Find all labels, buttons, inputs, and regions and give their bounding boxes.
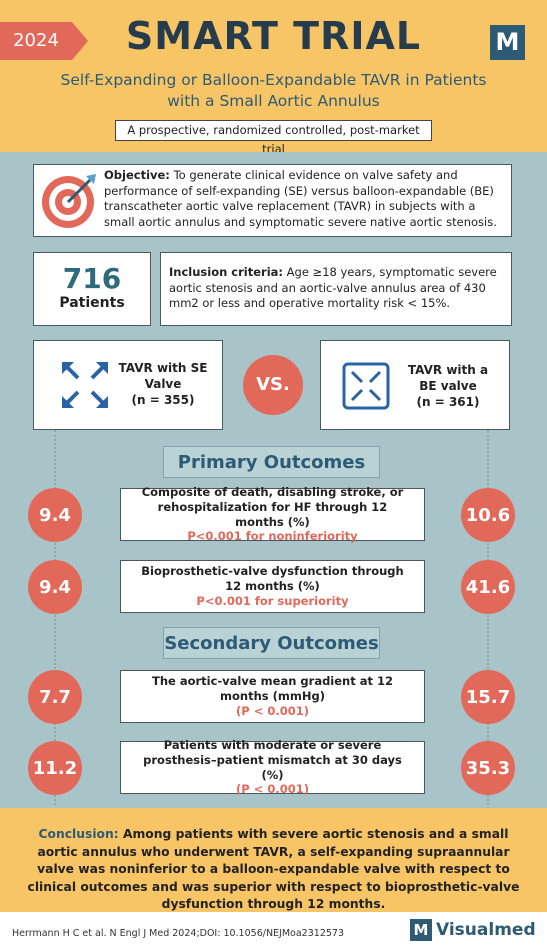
year: 2024 — [13, 30, 59, 51]
arm: TAVR with a BE valve (n = 361) — [398, 362, 498, 410]
objective: Objective: To generate clinical evidence… — [104, 168, 506, 230]
arm-n: (n = 361) — [416, 395, 480, 409]
se-value: 9.4 — [28, 560, 82, 614]
arm-box — [320, 340, 510, 430]
inclusion-label: Inclusion criteria: — [169, 265, 283, 279]
arm-n: (n = 355) — [131, 393, 195, 407]
brand: Visualmed — [436, 920, 536, 940]
outcome-label: Patients with moderate or severe prosthe… — [143, 737, 402, 782]
title: SMART TRIAL — [125, 14, 422, 58]
se-value: 9.4 — [28, 488, 82, 542]
arm-name: TAVR with SE Valve — [118, 361, 208, 391]
conclusion: Conclusion: Among patients with severe a… — [0, 808, 547, 912]
logo: M — [490, 25, 525, 60]
se-value: 11.2 — [28, 741, 82, 795]
p-value: (P < 0.001) — [236, 782, 309, 797]
se-value: 7.7 — [28, 670, 82, 724]
outcome-label: The aortic-valve mean gradient at 12 mon… — [151, 674, 394, 704]
citation: Herrmann H C et al. N Engl J Med 2024;DO… — [12, 928, 344, 939]
conclusion-label: Conclusion: — [38, 827, 119, 841]
conclusion-text: Among patients with severe aortic stenos… — [27, 827, 520, 911]
objective-text: To generate clinical evidence on valve s… — [104, 168, 497, 229]
objective-box — [33, 164, 512, 237]
inclusion: Inclusion criteria: Age ≥18 years, sympt… — [160, 252, 512, 326]
arm: TAVR with SE Valve (n = 355) — [118, 360, 208, 408]
outcome-box: Bioprosthetic-valve dysfunction through … — [120, 560, 425, 613]
be-value: 15.7 — [461, 670, 515, 724]
outcome-box: Patients with moderate or severe prosthe… — [120, 737, 425, 797]
be-value: 10.6 — [461, 488, 515, 542]
arm-name: TAVR with a BE valve — [407, 363, 489, 393]
brand-mark: M — [410, 919, 432, 941]
be-value: 35.3 — [461, 741, 515, 795]
arm-box — [33, 340, 223, 430]
secondary-heading: Secondary Outcomes — [163, 627, 380, 659]
patients-count: 716 — [62, 262, 122, 295]
outcome-box: The aortic-valve mean gradient at 12 mon… — [120, 670, 425, 723]
target-icon — [42, 174, 96, 228]
design: A prospective, randomized controlled, po… — [115, 120, 432, 156]
patients-label: Patients — [59, 295, 125, 311]
expand-icon — [62, 362, 108, 408]
primary-heading: Primary Outcomes — [163, 446, 380, 478]
compress-icon — [342, 362, 390, 410]
p-value: (P < 0.001) — [236, 703, 309, 718]
outcome-label: Composite of death, disabling stroke, or… — [141, 484, 404, 529]
year-tab — [0, 22, 88, 60]
objective-label: Objective: — [104, 168, 170, 182]
timeline — [54, 430, 56, 805]
patients-box: 716 Patients — [33, 252, 151, 326]
vs: VS. — [243, 355, 303, 415]
inclusion-text: Age ≥18 years, symptomatic severe aortic… — [169, 265, 497, 310]
subtitle: Self-Expanding or Balloon-Expandable TAV… — [60, 71, 487, 110]
outcome-box: Composite of death, disabling stroke, or… — [120, 484, 425, 544]
p-value: P<0.001 for superiority — [196, 593, 349, 608]
timeline — [487, 430, 489, 805]
outcome-label: Bioprosthetic-valve dysfunction through … — [141, 564, 404, 594]
be-value: 41.6 — [461, 560, 515, 614]
p-value: P<0.001 for noninferiority — [187, 529, 358, 544]
